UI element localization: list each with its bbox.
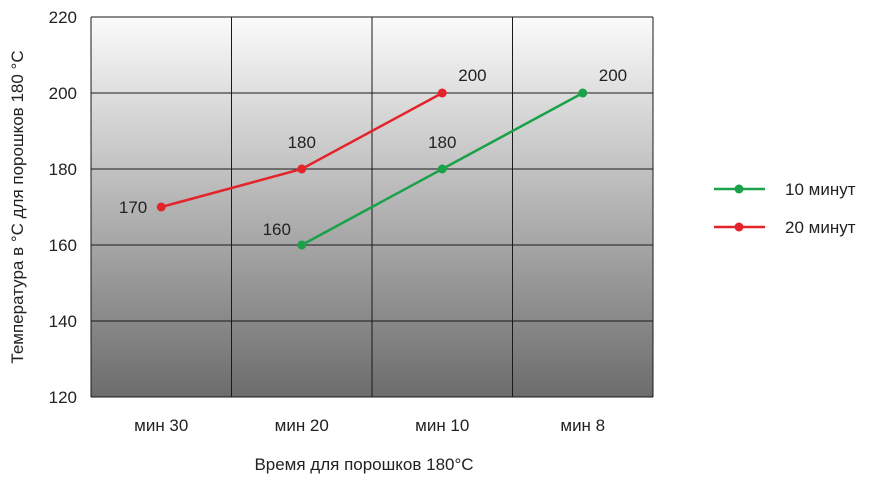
data-label: 180 bbox=[428, 133, 456, 152]
grid bbox=[90, 16, 654, 398]
data-label: 200 bbox=[458, 66, 486, 85]
legend-item-2: 20 минут bbox=[714, 218, 856, 237]
data-point bbox=[578, 88, 588, 98]
x-tick-label: мин 10 bbox=[415, 416, 469, 435]
x-axis-ticks: мин 30 мин 20 мин 10 мин 8 bbox=[134, 416, 605, 435]
data-point bbox=[437, 88, 447, 98]
legend-swatch-marker bbox=[734, 184, 744, 194]
y-tick-label: 220 bbox=[49, 8, 77, 27]
legend-label: 10 минут bbox=[785, 180, 856, 199]
y-axis-ticks: 120 140 160 180 200 220 bbox=[49, 8, 77, 407]
legend-label: 20 минут bbox=[785, 218, 856, 237]
x-tick-label: мин 8 bbox=[560, 416, 605, 435]
y-tick-label: 180 bbox=[49, 160, 77, 179]
y-tick-label: 140 bbox=[49, 312, 77, 331]
series-layer: 160 180 200 170 180 200 bbox=[119, 66, 627, 250]
data-point bbox=[437, 164, 447, 174]
y-tick-label: 160 bbox=[49, 236, 77, 255]
data-point bbox=[156, 202, 166, 212]
x-tick-label: мин 30 bbox=[134, 416, 188, 435]
series-2: 170 180 200 bbox=[119, 66, 487, 217]
data-label: 160 bbox=[263, 220, 291, 239]
series-1: 160 180 200 bbox=[263, 66, 627, 250]
data-label: 200 bbox=[599, 66, 627, 85]
legend: 10 минут 20 минут bbox=[714, 180, 856, 237]
y-tick-label: 200 bbox=[49, 84, 77, 103]
data-point bbox=[297, 240, 307, 250]
legend-swatch-marker bbox=[734, 222, 744, 232]
y-tick-label: 120 bbox=[49, 388, 77, 407]
data-point bbox=[297, 164, 307, 174]
x-axis-label: Время для порошков 180°C bbox=[254, 455, 473, 474]
data-label: 170 bbox=[119, 198, 147, 217]
data-label: 180 bbox=[288, 133, 316, 152]
legend-item-1: 10 минут bbox=[714, 180, 856, 199]
y-axis-label: Температура в °C для порошков 180 °C bbox=[8, 50, 27, 363]
x-tick-label: мин 20 bbox=[275, 416, 329, 435]
